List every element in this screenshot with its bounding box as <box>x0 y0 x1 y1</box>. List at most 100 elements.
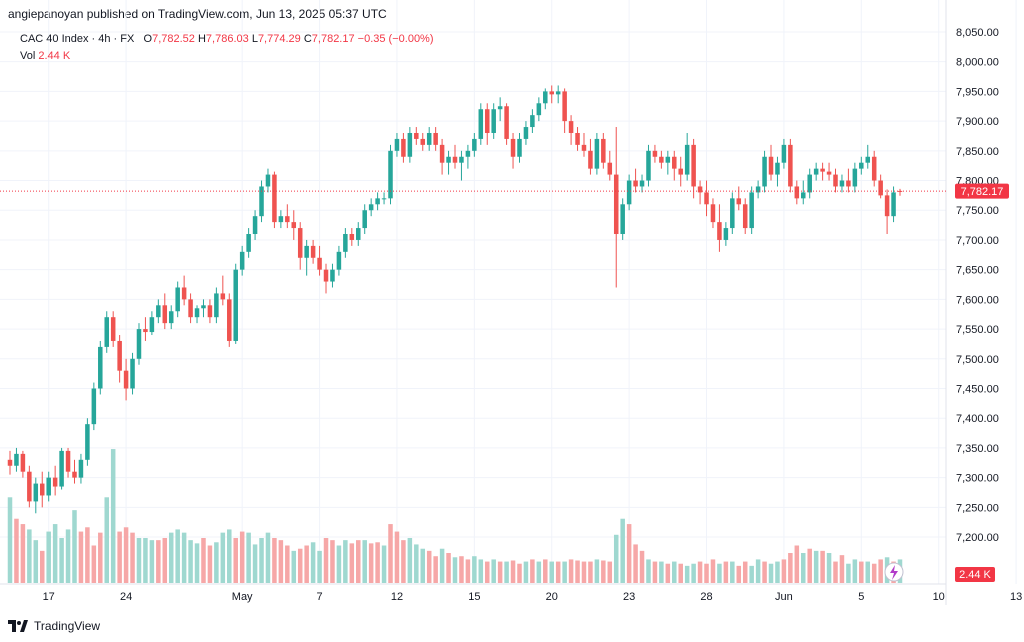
volume-bar <box>246 532 251 583</box>
candle-body <box>846 180 851 187</box>
last-price-badge <box>955 183 1009 199</box>
candle-body <box>788 144 793 187</box>
x-tick-label: Jun <box>775 591 793 603</box>
y-tick-label: 7,900.00 <box>956 116 999 128</box>
volume-bar <box>497 561 503 583</box>
candle-body <box>820 168 825 172</box>
candle-body <box>20 453 26 472</box>
candle-body <box>297 228 303 258</box>
candle-body <box>704 192 709 205</box>
volume-bar <box>620 518 625 583</box>
volume-bar <box>594 559 600 583</box>
candle-body <box>775 162 780 175</box>
candle-body <box>239 251 245 270</box>
volume-bar <box>736 565 742 583</box>
candle-body <box>633 180 638 187</box>
candle-body <box>601 138 606 163</box>
volume-bar <box>788 553 793 583</box>
volume-bar <box>543 559 548 583</box>
volume-bar <box>194 543 200 583</box>
volume-bar <box>59 538 64 583</box>
candle-body <box>136 329 142 359</box>
lightning-icon[interactable] <box>884 562 904 582</box>
candle-body <box>214 293 219 318</box>
candle-body <box>91 388 97 425</box>
candle-body <box>278 216 284 223</box>
volume-bar <box>562 561 567 583</box>
y-tick-label: 7,950.00 <box>956 86 999 98</box>
x-tick-label: 13 <box>1010 591 1022 603</box>
volume-bar <box>710 559 716 583</box>
time-axis: 17 24 May 7 12 15 20 23 28 Jun 5 10 13 <box>43 591 1023 603</box>
volume-bar <box>433 556 438 583</box>
candle-body <box>259 186 264 217</box>
x-tick-label: 23 <box>623 591 635 603</box>
volume-bar <box>439 548 445 583</box>
volume-bar <box>626 524 632 583</box>
candle-body <box>78 459 84 478</box>
volume-bar <box>175 529 180 583</box>
candle-body <box>607 162 613 175</box>
candle-body <box>768 156 774 175</box>
volume-bar <box>117 531 122 583</box>
candle-body <box>807 174 812 193</box>
candle-body <box>14 453 19 466</box>
candle-body <box>130 358 135 389</box>
volume-bar <box>317 550 322 583</box>
candle-body <box>433 132 438 145</box>
candle-body <box>891 192 896 217</box>
candle-body <box>201 305 206 309</box>
volume-bar <box>555 561 561 583</box>
candle-body <box>375 198 380 205</box>
volume-value: 2.44 K <box>38 50 71 62</box>
volume-bar <box>723 561 729 583</box>
volume-bar <box>252 544 258 583</box>
volume-bar <box>156 540 161 583</box>
volume-bar <box>426 550 432 583</box>
candle-body <box>839 180 845 187</box>
candle-body <box>72 471 77 478</box>
volume-bar <box>420 548 426 583</box>
volume-bar <box>839 555 845 583</box>
volume-bar <box>233 538 238 583</box>
candle-body <box>549 91 554 95</box>
candles <box>7 85 903 514</box>
candle-body <box>343 234 348 252</box>
chart-grid <box>0 0 1017 584</box>
candle-body <box>426 132 432 145</box>
volume-bar <box>227 529 232 583</box>
footer-brand[interactable]: TradingView <box>8 619 100 633</box>
volume-badge <box>955 567 995 582</box>
volume-bar <box>220 532 226 583</box>
candle-body <box>794 186 800 199</box>
candle-body <box>659 156 664 163</box>
candle-body <box>730 198 735 229</box>
open-value: 7,782.52 <box>152 33 195 45</box>
candle-body <box>175 287 180 312</box>
volume-bar <box>285 545 290 583</box>
x-tick-label: May <box>232 591 253 603</box>
volume-bar <box>820 550 825 583</box>
candle-body <box>581 144 587 151</box>
volume-bar <box>781 559 787 583</box>
volume-bar <box>39 550 45 583</box>
candle-body <box>568 121 574 133</box>
candle-body <box>736 198 742 205</box>
low-value: 7,774.29 <box>257 33 301 45</box>
volume-bar <box>414 544 419 583</box>
volume-bar <box>162 538 168 583</box>
volume-bar <box>581 561 587 583</box>
candle-body <box>368 204 374 211</box>
candle-body <box>117 340 122 371</box>
candle-body <box>46 477 51 496</box>
volume-bar <box>536 561 542 583</box>
volume-bar <box>394 531 400 583</box>
candle-body <box>884 195 890 217</box>
volume-bar <box>510 560 516 583</box>
volume-bar <box>865 561 871 583</box>
volume-bar <box>704 563 709 583</box>
volume-bar <box>46 531 51 583</box>
volume-bar <box>717 563 722 583</box>
volume-bar <box>549 561 554 583</box>
